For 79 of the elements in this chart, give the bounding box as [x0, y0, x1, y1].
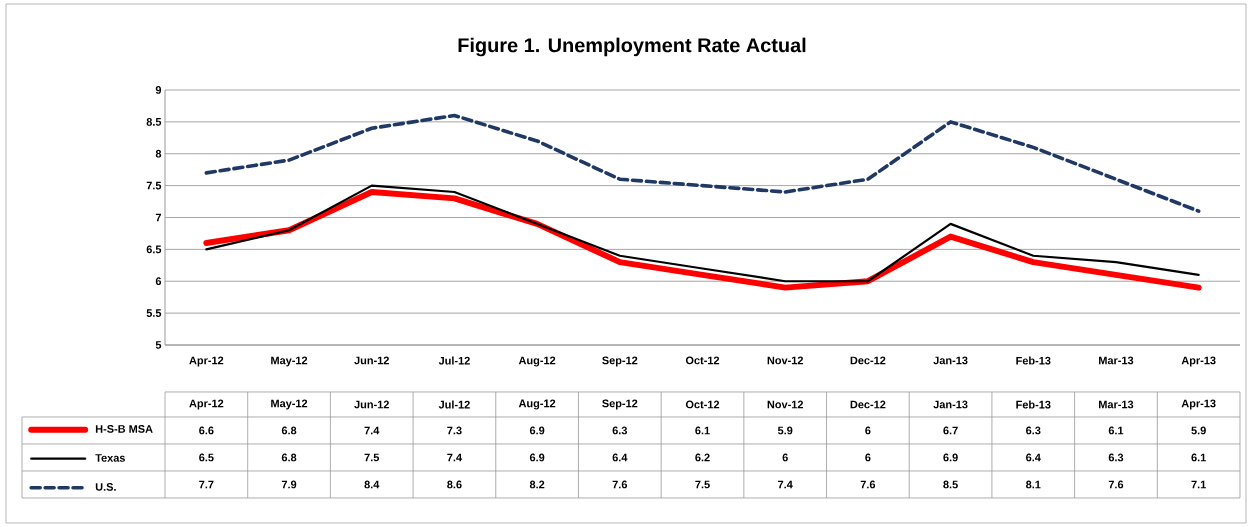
y-tick-label: 6: [155, 277, 162, 286]
y-tick-label: 6.5: [146, 245, 162, 254]
data-label: 7.6: [1108, 480, 1124, 489]
category-label: Feb-13: [1016, 400, 1051, 409]
data-label: 8.1: [1026, 480, 1041, 489]
data-label: 7.4: [364, 426, 380, 435]
category-label: Oct-12: [685, 400, 720, 409]
legend-label: H-S-B MSA: [95, 425, 153, 433]
chart-title: Figure 1. Unemployment Rate Actual: [458, 37, 806, 57]
data-label: 5.9: [777, 426, 793, 435]
data-label: 6.5: [199, 453, 214, 462]
data-label: 6.8: [281, 426, 297, 435]
x-tick-label: Nov-12: [767, 356, 804, 365]
x-tick-label: Jul-12: [438, 356, 470, 365]
data-label: 7.4: [447, 453, 462, 462]
category-label: Dec-12: [850, 400, 886, 409]
data-label: 6.7: [943, 426, 958, 435]
data-label: 7.7: [199, 480, 214, 489]
data-label: 7.9: [281, 480, 297, 489]
data-label: 7.4: [778, 480, 793, 489]
y-tick-label: 8: [155, 149, 162, 158]
data-label: 8.4: [364, 480, 380, 489]
data-label: 7.5: [364, 453, 380, 462]
y-tick-label: 7.5: [146, 181, 162, 190]
data-label: 6.9: [529, 426, 545, 435]
category-label: Nov-12: [767, 400, 804, 409]
data-label: 6.3: [612, 426, 628, 435]
data-label: 8.2: [529, 480, 545, 489]
data-label: 6.1: [1108, 426, 1124, 435]
data-label: 6.1: [695, 426, 710, 435]
data-label: 8.6: [447, 480, 462, 489]
category-label: Apr-12: [189, 399, 224, 410]
category-label: Apr-13: [1181, 399, 1216, 410]
data-label: 6.8: [281, 453, 297, 462]
x-tick-label: Feb-13: [1016, 356, 1051, 365]
x-tick-label: Mar-13: [1099, 356, 1134, 365]
x-tick-label: Jun-12: [354, 356, 389, 365]
data-label: 7.5: [695, 480, 710, 489]
y-tick-label: 5: [155, 341, 162, 349]
data-label: 6.9: [943, 453, 958, 462]
data-label: 8.5: [943, 480, 958, 489]
data-label: 6.9: [529, 453, 545, 462]
category-label: Jun-12: [354, 400, 389, 409]
data-label: 6: [865, 453, 871, 462]
data-label: 6.4: [1026, 453, 1041, 462]
category-label: Aug-12: [518, 399, 556, 410]
y-tick-label: 7: [155, 213, 161, 222]
data-label: 7.6: [612, 480, 628, 489]
x-tick-label: Apr-13: [1181, 356, 1216, 367]
category-label: Sep-12: [602, 399, 638, 410]
data-label: 6.3: [1026, 426, 1041, 435]
data-label: 6.4: [612, 453, 628, 462]
legend-label: Texas: [95, 454, 125, 462]
data-label: 6: [865, 426, 871, 435]
data-label: 6.1: [1191, 453, 1206, 462]
x-tick-label: Dec-12: [850, 356, 886, 365]
category-label: Jul-12: [438, 400, 470, 409]
data-label: 6: [782, 453, 788, 462]
data-label: 7.3: [447, 426, 462, 435]
category-label: Jan-13: [933, 400, 968, 409]
data-label: 6.3: [1108, 453, 1124, 462]
line-series: [204, 113, 1201, 213]
category-label: May-12: [271, 399, 308, 410]
category-label: Mar-13: [1099, 400, 1134, 409]
data-label: 6.2: [695, 453, 710, 462]
x-tick-label: Oct-12: [685, 356, 720, 365]
x-tick-label: Apr-12: [189, 356, 224, 367]
y-tick-label: 8.5: [146, 118, 162, 126]
data-label: 6.6: [199, 426, 214, 435]
x-tick-label: Sep-12: [602, 356, 638, 367]
y-tick-label: 9: [155, 86, 162, 94]
data-label: 5.9: [1191, 426, 1206, 435]
x-tick-label: May-12: [271, 356, 308, 367]
legend-label: U.S.: [95, 483, 116, 491]
x-tick-label: Jan-13: [933, 356, 968, 365]
data-label: 7.1: [1191, 480, 1206, 489]
data-label: 7.6: [860, 480, 876, 489]
x-tick-label: Aug-12: [518, 356, 556, 367]
y-tick-label: 5.5: [146, 309, 162, 317]
